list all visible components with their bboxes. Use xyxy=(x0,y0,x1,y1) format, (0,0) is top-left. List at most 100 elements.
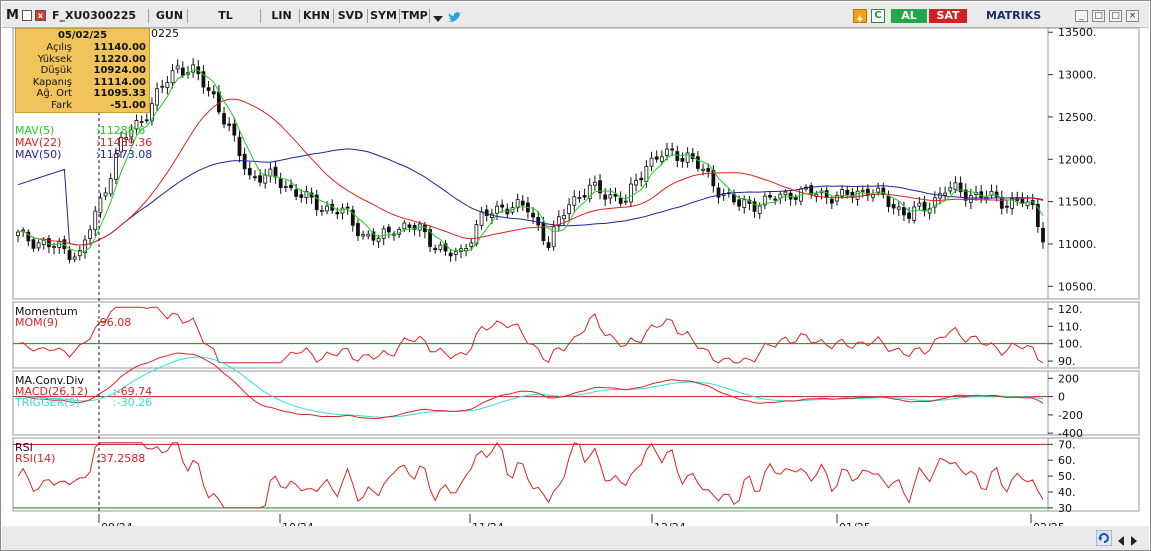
candle-up xyxy=(340,207,345,214)
y-tick-label: 30 xyxy=(1058,502,1072,515)
period-gun-button[interactable]: GUN xyxy=(152,9,188,23)
candle-up xyxy=(659,156,664,162)
candle-down xyxy=(448,252,453,257)
c-button[interactable]: C xyxy=(871,9,885,23)
brand-label: MATRIKS xyxy=(986,9,1042,22)
sym-button[interactable]: SYM xyxy=(368,9,400,23)
candle-down xyxy=(484,209,489,216)
candle-up xyxy=(577,197,582,199)
info-row-high: Yüksek 11220.00 xyxy=(16,54,149,66)
candle-down xyxy=(829,198,834,204)
info-value: 10924.00 xyxy=(93,65,146,76)
candle-up xyxy=(376,237,381,243)
candle-down xyxy=(407,224,412,228)
candle-up xyxy=(139,121,144,123)
dropdown-arrow-icon[interactable] xyxy=(432,10,444,22)
y-tick-label: 70. xyxy=(1058,438,1076,451)
momentum-panel xyxy=(12,301,1140,369)
candle-down xyxy=(386,226,391,233)
maximize-button[interactable]: □ xyxy=(1109,10,1122,22)
candle-up xyxy=(757,205,762,214)
candle-up xyxy=(701,168,705,171)
candle-down xyxy=(963,189,968,201)
khn-button[interactable]: KHN xyxy=(300,9,334,23)
close-small-icon[interactable]: x xyxy=(35,10,46,21)
buy-button[interactable]: AL xyxy=(891,9,927,23)
scroll-left-icon[interactable] xyxy=(1116,532,1126,546)
scale-lin-button[interactable]: LIN xyxy=(264,9,300,23)
sell-button[interactable]: SAT xyxy=(929,9,967,23)
candle-down xyxy=(31,239,36,249)
trigger-line xyxy=(18,356,1044,418)
candle-down xyxy=(253,176,257,179)
candle-down xyxy=(639,177,644,181)
candle-up xyxy=(587,184,592,199)
candle-down xyxy=(824,190,829,198)
candle-down xyxy=(232,123,237,136)
candle-down xyxy=(433,247,438,251)
candle-up xyxy=(124,137,129,140)
y-tick-label: 0 xyxy=(1058,391,1065,404)
y-tick-label: 11500. xyxy=(1058,196,1097,209)
info-label: Fark xyxy=(51,99,72,111)
candle-down xyxy=(922,201,927,212)
momentum-label: MOM(9) xyxy=(15,316,58,329)
candle-down xyxy=(716,187,721,198)
info-label: Yüksek xyxy=(37,53,72,65)
restore-button[interactable]: □ xyxy=(1092,10,1105,22)
candle-up xyxy=(562,215,566,220)
info-label: Ağ. Ort xyxy=(36,88,72,99)
candle-up xyxy=(515,199,520,209)
candle-up xyxy=(896,206,901,210)
refresh-icon[interactable] xyxy=(1095,529,1113,547)
y-tick-label: 200 xyxy=(1058,372,1079,385)
candle-up xyxy=(495,205,499,214)
candle-down xyxy=(350,209,355,226)
y-tick-label: 100. xyxy=(1058,338,1083,351)
info-row-change: Fark -51.00 xyxy=(16,100,149,112)
close-button[interactable]: × xyxy=(1126,10,1139,22)
y-tick-label: 120. xyxy=(1058,303,1083,316)
ma-value: :11439.36 xyxy=(96,136,152,149)
info-row-close: Kapanış 11114.00 xyxy=(16,77,149,89)
symbol-field[interactable]: F_XU0300225 xyxy=(49,9,149,23)
candle-up xyxy=(608,194,613,199)
momentum-value: :96.08 xyxy=(96,316,131,329)
momentum-title: Momentum xyxy=(15,305,78,318)
candle-down xyxy=(675,151,680,161)
currency-tl-button[interactable]: TL xyxy=(191,9,261,23)
twitter-bird-icon[interactable] xyxy=(447,9,463,22)
candle-up xyxy=(1010,198,1014,209)
svd-button[interactable]: SVD xyxy=(334,9,368,23)
candle-up xyxy=(319,210,324,212)
candle-up xyxy=(948,187,953,192)
candle-down xyxy=(958,182,963,193)
candle-down xyxy=(299,194,304,198)
candle-down xyxy=(1035,203,1040,227)
checkbox-icon[interactable] xyxy=(22,10,32,21)
tmp-button[interactable]: TMP xyxy=(400,9,430,23)
candle-down xyxy=(222,113,226,125)
macd-line xyxy=(17,352,1044,420)
candle-down xyxy=(541,222,546,241)
candle-up xyxy=(917,202,922,207)
scroll-right-icon[interactable] xyxy=(1129,532,1139,546)
y-tick-label: 12500. xyxy=(1058,111,1097,124)
candle-down xyxy=(531,212,535,218)
candle-down xyxy=(278,178,283,189)
ma-label: MAV(22) xyxy=(15,136,61,149)
candle-up xyxy=(438,244,443,250)
candle-up xyxy=(629,183,633,203)
candle-up xyxy=(263,174,268,184)
candle-up xyxy=(453,251,458,255)
chart-canvas[interactable]: 13500. 13000. 12500. 12000. 11500. 11000. 1050… xyxy=(1,27,1150,547)
y-tick-label: 40. xyxy=(1058,486,1076,499)
candle-up xyxy=(57,241,62,248)
minimize-button[interactable]: _ xyxy=(1075,10,1088,22)
bottom-bar xyxy=(2,526,1149,550)
y-tick-label: 90. xyxy=(1058,355,1076,368)
info-row-open: Açılış 11140.00 xyxy=(16,42,149,54)
candle-down xyxy=(809,185,814,195)
lightning-icon[interactable] xyxy=(853,9,867,24)
rsi-title: RSI xyxy=(15,441,33,454)
